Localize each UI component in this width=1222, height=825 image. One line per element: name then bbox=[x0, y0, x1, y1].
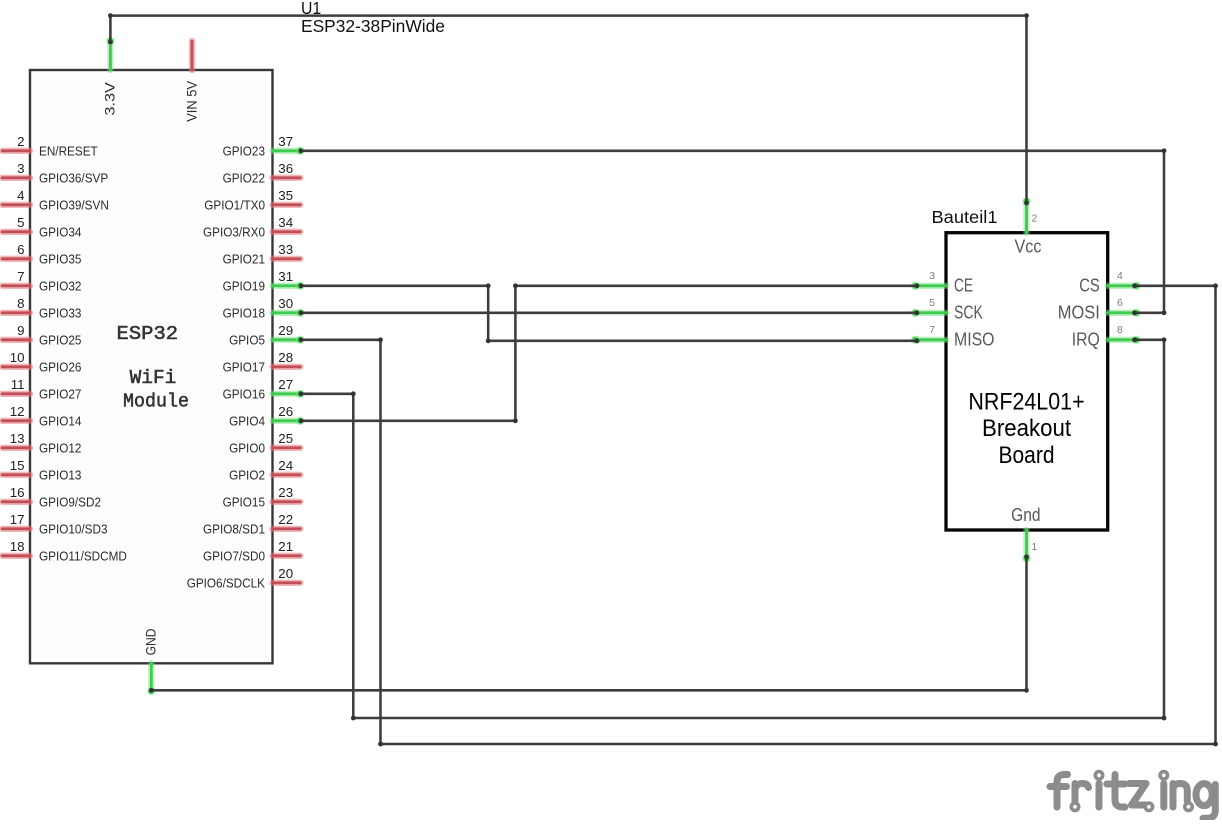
svg-text:18: 18 bbox=[10, 539, 25, 554]
svg-text:GPIO5: GPIO5 bbox=[229, 333, 265, 348]
svg-text:CE: CE bbox=[954, 275, 973, 296]
svg-text:7: 7 bbox=[17, 269, 24, 284]
svg-text:6: 6 bbox=[17, 242, 24, 257]
svg-text:30: 30 bbox=[278, 296, 293, 311]
svg-text:31: 31 bbox=[278, 269, 293, 284]
svg-text:CS: CS bbox=[1079, 275, 1100, 296]
svg-text:23: 23 bbox=[278, 485, 293, 500]
svg-text:9: 9 bbox=[17, 323, 24, 338]
svg-text:NRF24L01+: NRF24L01+ bbox=[968, 390, 1084, 416]
svg-text:U1: U1 bbox=[301, 0, 321, 18]
svg-text:GPIO19: GPIO19 bbox=[223, 279, 265, 294]
svg-text:2: 2 bbox=[1032, 214, 1038, 225]
svg-text:6: 6 bbox=[1117, 298, 1123, 309]
svg-text:3.3V: 3.3V bbox=[102, 82, 117, 116]
svg-text:GPIO6/SDCLK: GPIO6/SDCLK bbox=[187, 576, 265, 591]
svg-text:GPIO8/SD1: GPIO8/SD1 bbox=[203, 522, 265, 537]
svg-text:GPIO3/RX0: GPIO3/RX0 bbox=[203, 225, 265, 240]
svg-text:5: 5 bbox=[929, 298, 935, 309]
svg-text:1: 1 bbox=[1032, 542, 1038, 553]
svg-text:GPIO2: GPIO2 bbox=[229, 468, 265, 483]
svg-text:7: 7 bbox=[929, 325, 935, 336]
svg-text:GPIO23: GPIO23 bbox=[223, 144, 265, 159]
svg-text:GPIO12: GPIO12 bbox=[39, 441, 81, 456]
svg-text:GPIO1/TX0: GPIO1/TX0 bbox=[204, 198, 265, 213]
svg-text:Module: Module bbox=[123, 391, 189, 413]
svg-text:GPIO39/SVN: GPIO39/SVN bbox=[39, 198, 109, 213]
svg-text:25: 25 bbox=[278, 431, 293, 446]
svg-text:28: 28 bbox=[278, 350, 293, 365]
svg-text:20: 20 bbox=[278, 566, 293, 581]
svg-text:Bauteil1: Bauteil1 bbox=[932, 207, 998, 227]
svg-text:GPIO16: GPIO16 bbox=[223, 387, 265, 402]
svg-text:2: 2 bbox=[17, 134, 24, 149]
svg-text:SCK: SCK bbox=[954, 302, 983, 323]
svg-text:36: 36 bbox=[278, 161, 293, 176]
svg-text:26: 26 bbox=[278, 404, 293, 419]
svg-text:ESP32: ESP32 bbox=[117, 323, 179, 345]
svg-text:GPIO15: GPIO15 bbox=[223, 495, 265, 510]
svg-text:WiFi: WiFi bbox=[130, 367, 177, 389]
svg-text:3: 3 bbox=[17, 161, 24, 176]
svg-text:IRQ: IRQ bbox=[1072, 329, 1100, 350]
svg-text:Breakout: Breakout bbox=[982, 416, 1071, 442]
svg-text:GPIO33: GPIO33 bbox=[39, 306, 81, 321]
svg-text:33: 33 bbox=[278, 242, 293, 257]
svg-text:ESP32-38PinWide: ESP32-38PinWide bbox=[301, 16, 445, 36]
svg-text:16: 16 bbox=[10, 485, 25, 500]
svg-text:GPIO21: GPIO21 bbox=[223, 252, 265, 267]
svg-text:MISO: MISO bbox=[954, 329, 995, 350]
svg-text:GPIO14: GPIO14 bbox=[39, 414, 81, 429]
svg-text:27: 27 bbox=[278, 377, 293, 392]
svg-text:4: 4 bbox=[17, 188, 24, 203]
svg-text:13: 13 bbox=[10, 431, 25, 446]
svg-text:GPIO11/SDCMD: GPIO11/SDCMD bbox=[39, 549, 127, 564]
svg-text:10: 10 bbox=[10, 350, 25, 365]
svg-text:VIN 5V: VIN 5V bbox=[184, 81, 199, 122]
svg-text:8: 8 bbox=[1117, 325, 1123, 336]
svg-text:EN/RESET: EN/RESET bbox=[39, 144, 98, 159]
svg-text:34: 34 bbox=[278, 215, 293, 230]
svg-text:GPIO7/SD0: GPIO7/SD0 bbox=[203, 549, 265, 564]
svg-text:Board: Board bbox=[999, 443, 1055, 469]
svg-text:GPIO22: GPIO22 bbox=[223, 171, 265, 186]
svg-text:24: 24 bbox=[278, 458, 293, 473]
svg-text:GND: GND bbox=[144, 628, 159, 655]
svg-text:GPIO32: GPIO32 bbox=[39, 279, 81, 294]
svg-text:GPIO35: GPIO35 bbox=[39, 252, 81, 267]
svg-text:GPIO36/SVP: GPIO36/SVP bbox=[39, 171, 108, 186]
svg-text:37: 37 bbox=[278, 134, 293, 149]
svg-text:4: 4 bbox=[1117, 271, 1123, 282]
svg-text:3: 3 bbox=[929, 271, 935, 282]
svg-text:GPIO4: GPIO4 bbox=[229, 414, 265, 429]
svg-text:8: 8 bbox=[17, 296, 24, 311]
svg-text:Gnd: Gnd bbox=[1011, 504, 1040, 525]
svg-text:GPIO34: GPIO34 bbox=[39, 225, 81, 240]
svg-text:GPIO0: GPIO0 bbox=[229, 441, 265, 456]
svg-text:GPIO17: GPIO17 bbox=[223, 360, 265, 375]
svg-text:15: 15 bbox=[10, 458, 25, 473]
svg-text:11: 11 bbox=[11, 377, 25, 392]
svg-text:12: 12 bbox=[10, 404, 25, 419]
svg-text:GPIO9/SD2: GPIO9/SD2 bbox=[39, 495, 101, 510]
svg-text:MOSI: MOSI bbox=[1058, 302, 1100, 323]
svg-text:Vcc: Vcc bbox=[1015, 236, 1042, 257]
svg-text:GPIO10/SD3: GPIO10/SD3 bbox=[39, 522, 108, 537]
svg-text:21: 21 bbox=[278, 539, 293, 554]
svg-text:GPIO26: GPIO26 bbox=[39, 360, 81, 375]
svg-text:GPIO27: GPIO27 bbox=[39, 387, 81, 402]
svg-text:GPIO18: GPIO18 bbox=[223, 306, 265, 321]
svg-text:5: 5 bbox=[17, 215, 24, 230]
svg-text:22: 22 bbox=[278, 512, 293, 527]
svg-text:GPIO13: GPIO13 bbox=[39, 468, 81, 483]
svg-text:35: 35 bbox=[278, 188, 293, 203]
svg-text:GPIO25: GPIO25 bbox=[39, 333, 81, 348]
svg-text:17: 17 bbox=[10, 512, 25, 527]
svg-text:29: 29 bbox=[278, 323, 293, 338]
